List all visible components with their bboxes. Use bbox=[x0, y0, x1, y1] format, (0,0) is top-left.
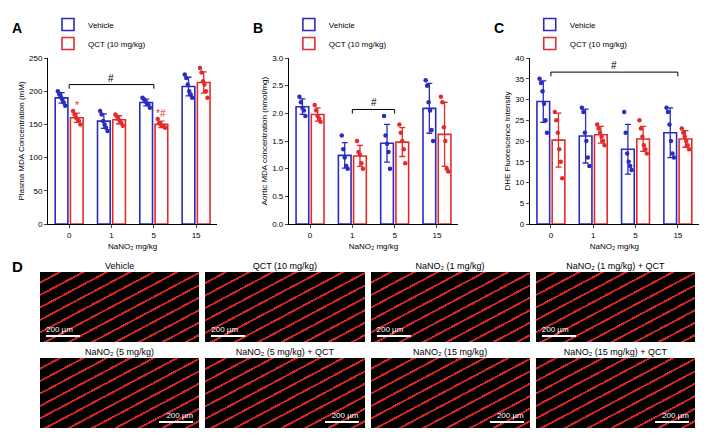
svg-text:#: # bbox=[611, 60, 617, 71]
html-text:200 µm: 200 µm bbox=[166, 411, 194, 420]
svg-text:#: # bbox=[108, 73, 114, 84]
svg-text:35: 35 bbox=[515, 75, 524, 84]
svg-text:0: 0 bbox=[38, 220, 43, 229]
svg-text:Vehicle: Vehicle bbox=[570, 21, 596, 30]
svg-text:50: 50 bbox=[33, 187, 42, 196]
svg-text:QCT (10 mg/kg): QCT (10 mg/kg) bbox=[329, 40, 387, 49]
svg-text:1: 1 bbox=[591, 231, 596, 240]
svg-text:100: 100 bbox=[29, 153, 43, 162]
svg-text:20: 20 bbox=[515, 137, 524, 146]
svg-text:Aortic MDA concentration (nmol: Aortic MDA concentration (nmol/mg) bbox=[260, 76, 269, 205]
svg-text:25: 25 bbox=[515, 116, 524, 125]
svg-text:NaNO₂ mg/kg: NaNO₂ mg/kg bbox=[590, 242, 639, 251]
svg-text:#: # bbox=[371, 97, 377, 108]
svg-text:A: A bbox=[12, 20, 22, 36]
svg-text:2.0: 2.0 bbox=[272, 109, 284, 118]
html-text:NaNO₂ (15 mg/kg) + QCT: NaNO₂ (15 mg/kg) + QCT bbox=[563, 347, 667, 357]
html-text:Vehicle: Vehicle bbox=[105, 261, 135, 271]
svg-text:NaNO₂ mg/kg: NaNO₂ mg/kg bbox=[349, 242, 398, 251]
svg-text:15: 15 bbox=[515, 158, 524, 167]
html-text:200 µm: 200 µm bbox=[46, 325, 73, 334]
html-text:200 µm: 200 µm bbox=[331, 411, 359, 420]
svg-text:Vehicle: Vehicle bbox=[329, 21, 355, 30]
svg-text:Plasma MDA Concentration (mM): Plasma MDA Concentration (mM) bbox=[17, 81, 26, 200]
svg-text:0: 0 bbox=[520, 220, 525, 229]
svg-text:5: 5 bbox=[520, 199, 525, 208]
html-text:NaNO₂ (1 mg/kg) + QCT: NaNO₂ (1 mg/kg) + QCT bbox=[566, 261, 665, 271]
svg-text:0: 0 bbox=[67, 231, 72, 240]
svg-text:5: 5 bbox=[633, 231, 638, 240]
html-text:NaNO₂ (5 mg/kg) + QCT: NaNO₂ (5 mg/kg) + QCT bbox=[235, 347, 334, 357]
svg-text:0.0: 0.0 bbox=[272, 220, 284, 229]
svg-text:1.0: 1.0 bbox=[272, 164, 284, 173]
svg-text:15: 15 bbox=[192, 231, 201, 240]
svg-text:5: 5 bbox=[152, 231, 157, 240]
svg-text:0.5: 0.5 bbox=[272, 192, 284, 201]
svg-text:150: 150 bbox=[29, 120, 43, 129]
svg-text:2.5: 2.5 bbox=[272, 81, 284, 90]
html-text:200 µm: 200 µm bbox=[496, 411, 524, 420]
svg-text:0: 0 bbox=[308, 231, 313, 240]
html-text:QCT (10 mg/kg): QCT (10 mg/kg) bbox=[252, 261, 317, 271]
svg-text:5: 5 bbox=[392, 231, 397, 240]
svg-text:QCT (10 mg/kg): QCT (10 mg/kg) bbox=[88, 40, 146, 49]
svg-text:NaNO₂ mg/kg: NaNO₂ mg/kg bbox=[108, 242, 157, 251]
svg-text:*#: *# bbox=[156, 108, 166, 119]
svg-text:10: 10 bbox=[515, 178, 524, 187]
svg-text:*: * bbox=[75, 100, 79, 111]
svg-text:250: 250 bbox=[29, 54, 43, 63]
html-text:NaNO₂ (5 mg/kg): NaNO₂ (5 mg/kg) bbox=[85, 347, 155, 357]
svg-text:15: 15 bbox=[433, 231, 442, 240]
html-text:200 µm: 200 µm bbox=[211, 325, 239, 334]
html-text:NaNO₂ (15 mg/kg): NaNO₂ (15 mg/kg) bbox=[413, 347, 488, 357]
svg-text:200: 200 bbox=[29, 87, 43, 96]
svg-text:0: 0 bbox=[549, 231, 554, 240]
svg-text:1: 1 bbox=[350, 231, 355, 240]
svg-text:Vehicle: Vehicle bbox=[88, 21, 114, 30]
svg-text:1: 1 bbox=[109, 231, 114, 240]
html-text:D: D bbox=[12, 258, 23, 275]
svg-text:QCT (10 mg/kg): QCT (10 mg/kg) bbox=[570, 40, 628, 49]
svg-text:40: 40 bbox=[515, 54, 524, 63]
svg-text:C: C bbox=[494, 20, 504, 36]
html-text:NaNO₂ (1 mg/kg): NaNO₂ (1 mg/kg) bbox=[415, 261, 485, 271]
svg-text:B: B bbox=[253, 20, 263, 36]
html-text:200 µm: 200 µm bbox=[376, 325, 404, 334]
html-text:200 µm: 200 µm bbox=[662, 411, 689, 420]
svg-text:DHE Fluorescence Intensity: DHE Fluorescence Intensity bbox=[503, 91, 512, 190]
svg-text:3.0: 3.0 bbox=[272, 54, 284, 63]
svg-text:15: 15 bbox=[673, 231, 682, 240]
html-text:200 µm: 200 µm bbox=[541, 325, 569, 334]
svg-text:30: 30 bbox=[515, 95, 524, 104]
svg-text:1.5: 1.5 bbox=[272, 137, 284, 146]
